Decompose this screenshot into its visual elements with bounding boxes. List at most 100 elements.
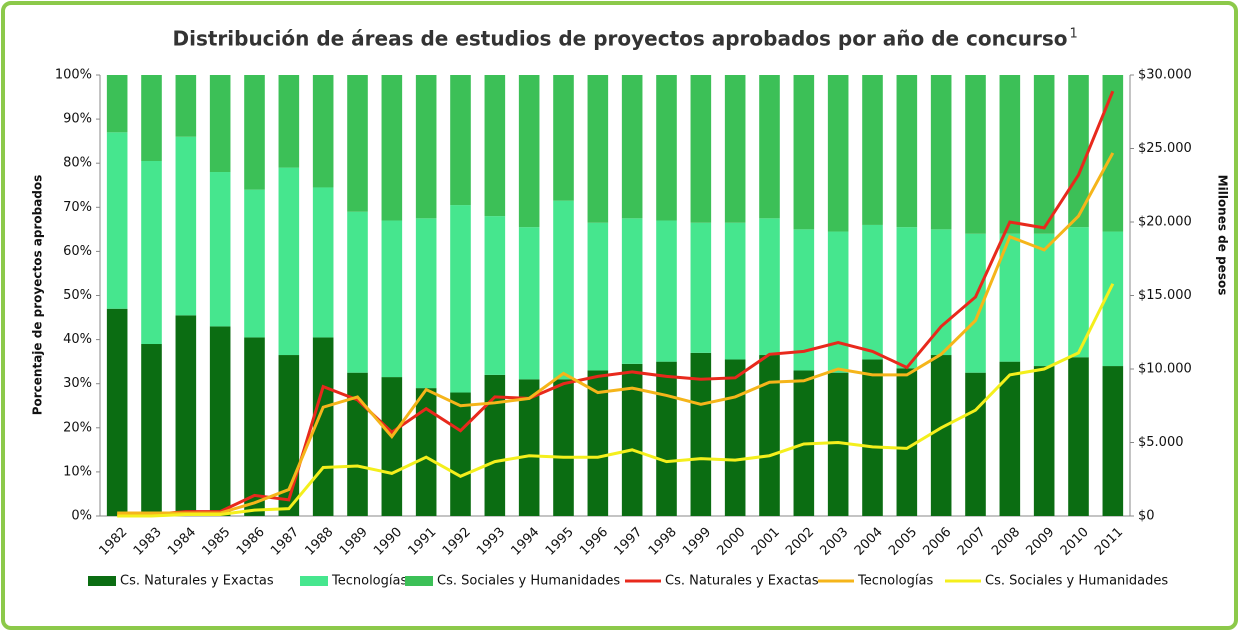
title-footnote: 1 — [1070, 27, 1078, 42]
y-tick-label: 70% — [63, 200, 92, 215]
bar-segment — [896, 227, 918, 369]
bar-segment — [724, 75, 746, 223]
bar-segment — [347, 75, 368, 212]
legend-label: Cs. Sociales y Humanidades — [437, 574, 620, 589]
bar-segment — [484, 216, 506, 375]
bar-segment — [656, 220, 677, 362]
bar-segment — [312, 187, 334, 338]
bar-segment — [930, 355, 952, 516]
bar-segment — [553, 379, 574, 516]
bar-segment — [724, 359, 746, 516]
bar-segment — [965, 372, 986, 516]
legend-label: Cs. Sociales y Humanidades — [985, 574, 1168, 589]
bar-segment — [312, 75, 334, 188]
bar-segment — [827, 75, 849, 232]
y2-tick-label: $5.000 — [1138, 435, 1184, 450]
bar-segment — [724, 222, 746, 360]
y2-tick-label: $0 — [1138, 509, 1155, 524]
bar-segment — [690, 352, 712, 516]
bar-segment — [553, 200, 574, 380]
bar-segment — [484, 75, 506, 217]
bar-segment — [999, 361, 1021, 516]
bar-segment — [690, 75, 712, 223]
bar-segment — [381, 75, 403, 221]
y-tick-label: 50% — [63, 288, 92, 303]
bar-segment — [587, 222, 609, 371]
bar-segment — [553, 75, 574, 201]
line-series — [117, 90, 1115, 517]
legend-label: Tecnologías — [331, 574, 407, 589]
bar-segment — [999, 75, 1021, 234]
bar-segment — [965, 233, 986, 373]
bar-segment — [518, 75, 540, 228]
y-tick-label: 20% — [63, 420, 92, 435]
y2-tick-label: $20.000 — [1138, 215, 1192, 230]
bar-segment — [518, 227, 540, 380]
legend-label: Tecnologías — [857, 574, 933, 589]
bar-segment — [175, 136, 197, 316]
bar-segment — [896, 368, 918, 516]
legend-swatch — [300, 576, 328, 586]
bar-segment — [862, 359, 883, 516]
bar-segment — [965, 75, 986, 234]
bar-segment — [347, 372, 368, 516]
bar-segment — [827, 231, 849, 373]
bar-segment — [106, 75, 128, 133]
bar-segment — [209, 75, 231, 173]
bar-segment — [930, 75, 952, 230]
bar-segment — [793, 229, 815, 371]
line-series — [117, 152, 1115, 515]
y-tick-label: 30% — [63, 376, 92, 391]
bar-segment — [450, 205, 471, 393]
bar-segment — [1102, 366, 1124, 516]
y2-tick-label: $25.000 — [1138, 141, 1192, 156]
y-tick-label: 0% — [71, 509, 92, 524]
bar-segment — [381, 220, 403, 378]
bar-segment — [656, 361, 677, 516]
line-series — [117, 283, 1115, 518]
bar-segment — [484, 374, 506, 516]
bar-segment — [1102, 231, 1124, 367]
bar-segment — [450, 75, 471, 206]
bar-segment — [862, 75, 883, 225]
bar-segment — [209, 326, 231, 516]
y-tick-label: 60% — [63, 244, 92, 259]
bar-segment — [759, 75, 780, 219]
bar-segment — [381, 377, 403, 516]
bar-segment — [106, 132, 128, 309]
bar-segment — [1068, 357, 1089, 516]
bar-segment — [896, 75, 918, 228]
bar-segment — [244, 189, 265, 338]
bar-segment — [1033, 233, 1055, 367]
bar-segment — [621, 75, 643, 219]
bar-segment — [1033, 75, 1055, 234]
bar-segment — [587, 370, 609, 516]
bar-segment — [1033, 366, 1055, 516]
bar-segment — [347, 211, 368, 373]
y2-tick-label: $10.000 — [1138, 362, 1192, 377]
bar-segment — [106, 308, 128, 516]
bar-segment — [415, 388, 437, 516]
bar-segment — [209, 172, 231, 327]
bar-segment — [621, 218, 643, 364]
bar-segment — [690, 222, 712, 353]
y-tick-label: 80% — [63, 156, 92, 171]
y-tick-label: 90% — [63, 112, 92, 127]
bar-segment — [141, 75, 162, 161]
bar-segment — [278, 167, 300, 356]
bar-segment — [175, 75, 197, 137]
bar-segment — [759, 355, 780, 516]
bar-segment — [450, 392, 471, 516]
bar-segment — [621, 363, 643, 516]
bar-segment — [175, 315, 197, 516]
legend-label: Cs. Naturales y Exactas — [665, 574, 819, 589]
bar-segment — [518, 379, 540, 516]
legend-swatch — [405, 576, 433, 586]
legend-label: Cs. Naturales y Exactas — [120, 574, 274, 589]
bar-segment — [244, 75, 265, 190]
bar-segment — [1068, 75, 1089, 228]
y-tick-label: 10% — [63, 464, 92, 479]
